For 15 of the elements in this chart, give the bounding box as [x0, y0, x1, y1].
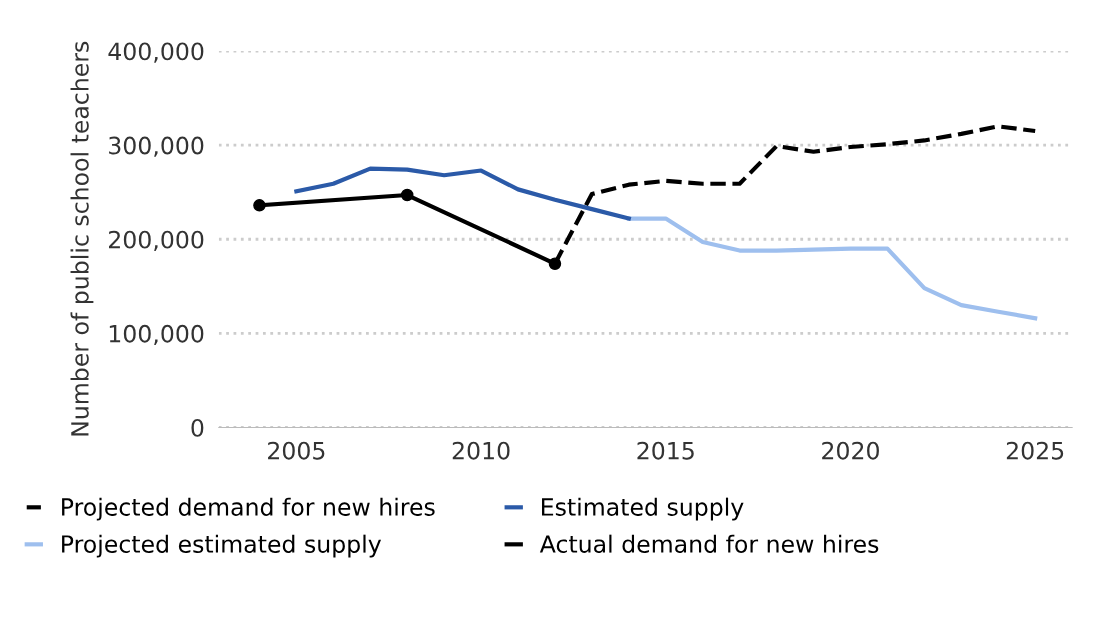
- x-tick-label: 2025: [1006, 441, 1064, 460]
- x-tick-label: 2010: [452, 441, 510, 460]
- x-tick-label: 2015: [637, 441, 694, 460]
- y-tick-label: 0: [191, 418, 204, 437]
- legend-label: Projected estimated supply: [62, 534, 382, 558]
- y-tick-label: 100,000: [109, 324, 204, 346]
- y-tick-label: 400,000: [108, 42, 204, 63]
- x-tick-label: 2005: [268, 441, 325, 460]
- x-tick-label: 2020: [822, 441, 879, 460]
- y-tick-label: 300,000: [109, 136, 204, 157]
- legend-label: Estimated supply: [542, 497, 744, 521]
- y-axis-title: Number of public school teachers: [70, 41, 94, 436]
- legend-label: Projected demand for new hires: [62, 497, 435, 521]
- y-tick-label: 200,000: [109, 230, 204, 251]
- legend-label: Actual demand for new hires: [539, 534, 879, 553]
